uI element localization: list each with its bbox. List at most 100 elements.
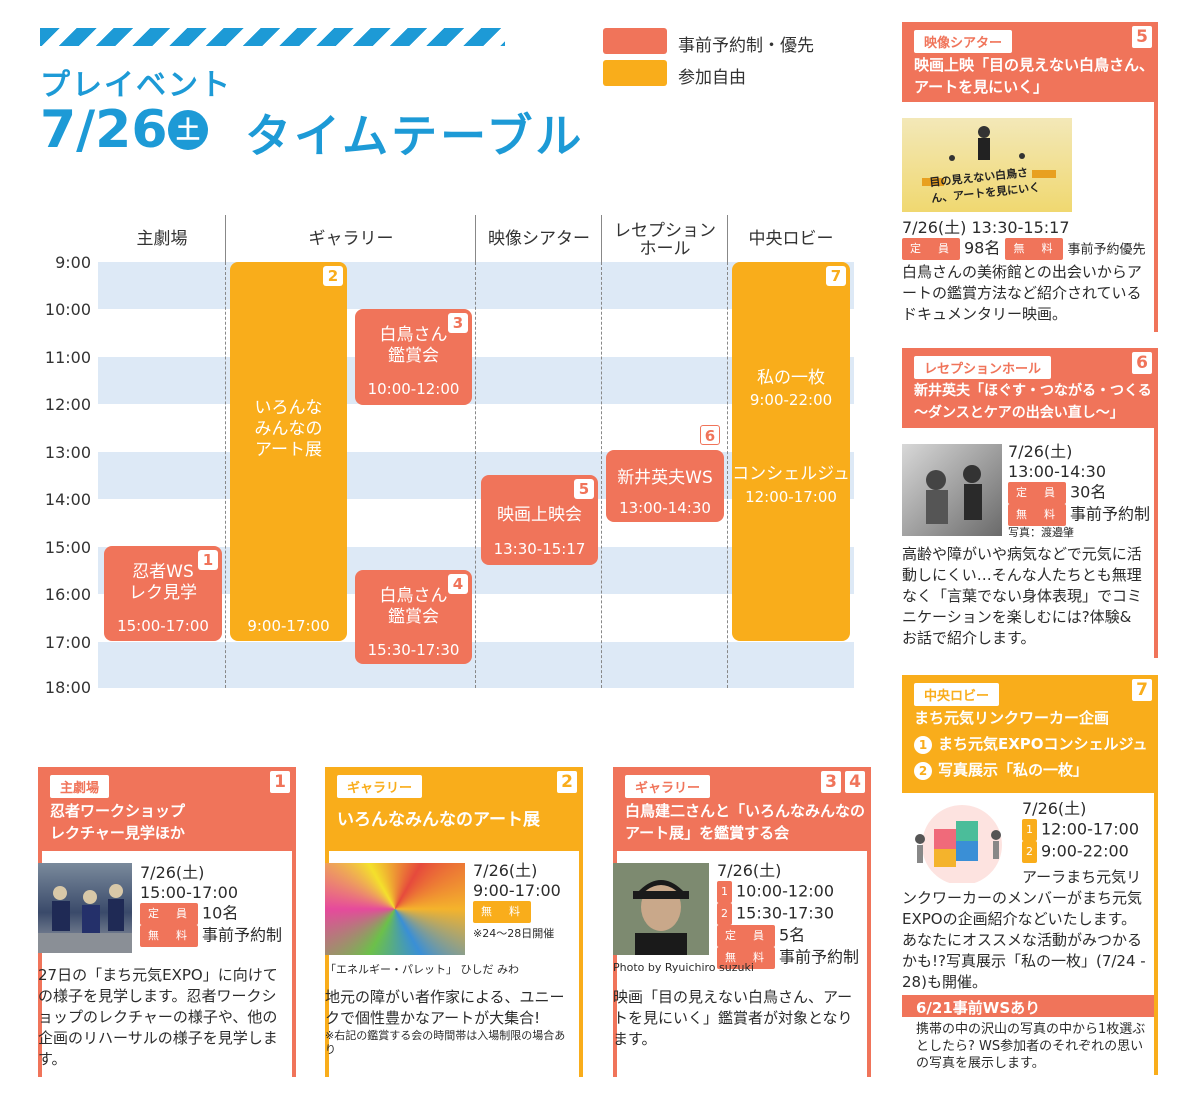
event-number: 7 xyxy=(826,266,846,286)
card-info: 7/26(土) 9:00-17:00 無 料 ※24～28日開催 xyxy=(473,861,561,941)
card-date: 7/26(土) xyxy=(717,861,782,880)
photo-credit: 写真：渡邉肇 xyxy=(1008,526,1074,539)
event-block-1[interactable]: 1 忍者WS レク見学 15:00-17:00 xyxy=(104,546,222,641)
event-number: 2 xyxy=(323,266,343,286)
plan-badge-1: 1 xyxy=(914,736,932,754)
event-title: 白鳥さん 鑑賞会 xyxy=(379,586,448,627)
card-art-exhibition: ギャラリー 2 いろんなみんなのアート展 7/26(土) 9:00-17:00 … xyxy=(325,767,583,1077)
plan-item-1-label: まち元気EXPOコンシェルジュ xyxy=(938,735,1148,753)
card-info: 7/26(土) 13:30-15:17 定 員 98名 無 料事前予約優先 xyxy=(902,218,1145,261)
card-title: いろんなみんなのアート展 xyxy=(337,810,540,830)
card-time: 15:00-17:00 xyxy=(140,883,238,902)
reservation-note: 事前予約制 xyxy=(1070,504,1151,524)
card-border xyxy=(1154,22,1158,332)
card-description: 27日の「まち元気EXPO」に向けての様子を見学します。忍者ワークショップのレク… xyxy=(38,966,278,1068)
reservation-note: 事前予約制 xyxy=(779,947,860,967)
column-video-theater: 映像シアター xyxy=(488,229,590,249)
event-title: いろんな みんなの アート展 xyxy=(254,398,323,460)
card-title: まち元気リンクワーカー企画 xyxy=(914,709,1110,727)
hour-label: 11:00 xyxy=(44,348,91,367)
time-badge-1: 1 xyxy=(1022,819,1037,841)
session-2-time: 15:30-17:30 xyxy=(736,903,834,923)
photo-credit: Photo by Ryuichiro suzuki xyxy=(613,961,754,974)
plan-2-time: 9:00-22:00 xyxy=(1041,841,1129,861)
event-block-5[interactable]: 5 映画上映会 13:30-15:17 xyxy=(481,475,598,565)
artwork-image xyxy=(325,863,465,955)
portrait-photo xyxy=(613,863,709,955)
event-time: 15:30-17:30 xyxy=(367,641,460,659)
card-header: ギャラリー 2 いろんなみんなのアート展 xyxy=(325,767,583,851)
fee-pill: 無 料 xyxy=(473,901,531,923)
event-block-6[interactable]: 6 新井英夫WS 13:00-14:30 xyxy=(606,425,724,522)
card-description: 地元の障がい者作家による、ユニークで個性豊かなアートが大集合! xyxy=(325,988,565,1027)
event-block-3[interactable]: 3 白鳥さん 鑑賞会 10:00-12:00 xyxy=(355,309,472,405)
plan-1-time: 12:00-17:00 xyxy=(1041,819,1139,839)
card-header: レセプションホール 6 新井英夫「ほぐす・つながる・つくる ～ダンスとケアの出会… xyxy=(902,348,1158,428)
capacity-pill: 定 員 xyxy=(902,238,960,260)
event-time: 9:00-17:00 xyxy=(247,617,330,635)
venue-tag: ギャラリー xyxy=(337,775,423,798)
column-divider xyxy=(727,262,728,688)
hour-label: 12:00 xyxy=(44,395,91,414)
hour-label: 9:00 xyxy=(55,253,91,272)
event-title: 私の一枚 xyxy=(757,368,825,388)
event-title: 白鳥さん 鑑賞会 xyxy=(379,325,448,366)
plan-badge-2: 2 xyxy=(914,762,932,780)
hour-label: 16:00 xyxy=(44,585,91,604)
card-number: 5 xyxy=(1132,26,1152,48)
venue-tag: 中央ロビー xyxy=(914,683,1000,706)
column-divider xyxy=(601,215,602,262)
column-divider xyxy=(225,262,226,688)
fee-pill: 無 料 xyxy=(140,925,198,947)
event-time: 10:00-12:00 xyxy=(367,380,460,398)
card-time: 9:00-17:00 xyxy=(473,881,561,900)
hour-band xyxy=(98,452,854,499)
event-block-2[interactable]: 2 いろんな みんなの アート展 9:00-17:00 xyxy=(230,262,347,641)
card-description: 高齢や障がいや病気などで元気に活動しにくい…そんな人たちとも無理なく「言葉でない… xyxy=(902,545,1143,647)
hour-label: 13:00 xyxy=(44,443,91,462)
legend-label-reserved: 事前予約制・優先 xyxy=(678,36,814,56)
card-border xyxy=(1154,348,1158,658)
column-main-theater: 主劇場 xyxy=(136,229,188,249)
hour-label: 10:00 xyxy=(44,300,91,319)
page-title: タイムテーブル xyxy=(245,109,585,163)
card-date: 7/26(土) xyxy=(140,863,205,882)
card-info: 7/26(土) 13:00-14:30 定 員 30名 無 料事前予約制 写真：渡… xyxy=(1008,442,1150,540)
puzzle-illustration xyxy=(904,799,1016,885)
card-film-screening: 映像シアター 5 映画上映「目の見えない白鳥さん、 アートを見にいく」 目の見え… xyxy=(902,22,1158,332)
capacity-value: 30名 xyxy=(1070,482,1107,502)
card-title: 忍者ワークショップ レクチャー見学ほか xyxy=(50,802,186,842)
event-title-2: コンシェルジュ xyxy=(732,464,850,484)
event-date: 7/26 xyxy=(40,100,168,160)
hour-band xyxy=(98,262,854,309)
column-divider xyxy=(601,262,602,688)
card-number: 2 xyxy=(557,771,577,793)
column-divider xyxy=(727,215,728,262)
card-info: 7/26(土) 15:00-17:00 定 員 10名 無 料事前予約制 xyxy=(140,863,282,947)
card-ninja-workshop: 主劇場 1 忍者ワークショップ レクチャー見学ほか 7/26(土) 15:00-… xyxy=(38,767,296,1077)
column-divider xyxy=(475,215,476,262)
card-header: 主劇場 1 忍者ワークショップ レクチャー見学ほか xyxy=(38,767,296,851)
hour-band xyxy=(98,547,854,594)
fee-pill: 無 料 xyxy=(1005,238,1064,260)
card-date: 7/26(土) xyxy=(1008,442,1073,461)
reservation-note: 事前予約優先 xyxy=(1067,242,1146,258)
venue-tag: ギャラリー xyxy=(625,775,711,798)
pre-workshop-banner: 6/21事前WSあり xyxy=(902,995,1154,1017)
hour-band xyxy=(98,642,854,688)
pre-event-label: プレイベント xyxy=(40,68,232,103)
event-block-4[interactable]: 4 白鳥さん 鑑賞会 15:30-17:30 xyxy=(355,570,472,664)
card-border xyxy=(1154,675,1158,1075)
fee-pill: 無 料 xyxy=(1008,504,1066,526)
ninja-photo xyxy=(38,863,132,953)
venue-tag: 映像シアター xyxy=(914,30,1013,53)
workshop-photo xyxy=(902,444,1002,536)
session-1-time: 10:00-12:00 xyxy=(736,881,834,901)
card-description: 映画「目の見えない白鳥さん、アートを見にいく」鑑賞者が対象となります。 xyxy=(613,988,853,1048)
card-number-2: 4 xyxy=(845,771,865,793)
event-block-7[interactable]: 7 私の一枚 9:00-22:00 コンシェルジュ 12:00-17:00 xyxy=(732,262,850,641)
event-title: 映画上映会 xyxy=(497,505,582,525)
artwork-caption: 「エネルギー・パレット」 ひしだ みわ xyxy=(325,963,519,976)
event-time: 13:00-14:30 xyxy=(619,499,711,517)
plan-item-2-label: 写真展示「私の一枚」 xyxy=(938,761,1089,779)
